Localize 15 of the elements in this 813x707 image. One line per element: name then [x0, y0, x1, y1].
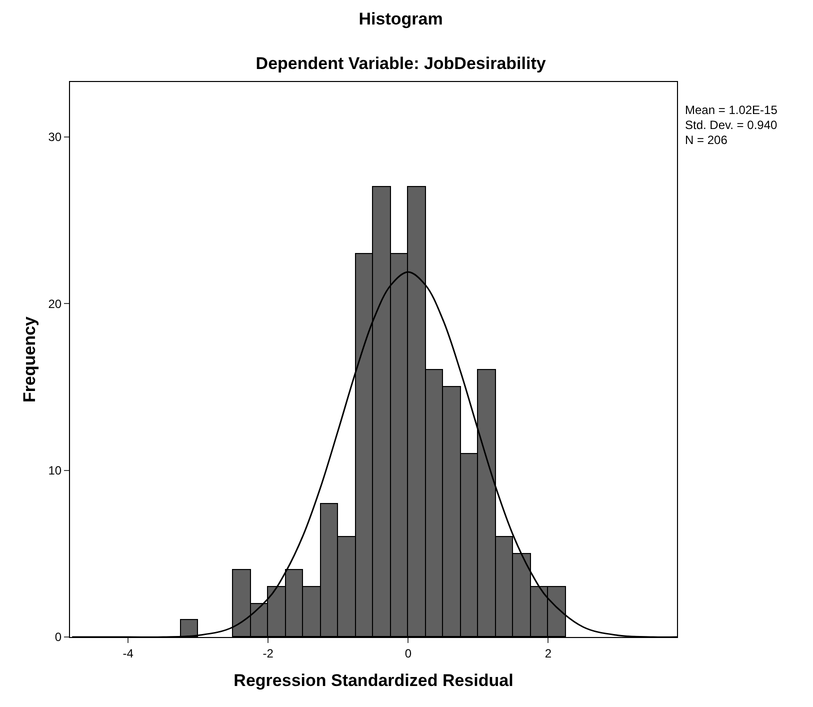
chart-title: Histogram	[358, 10, 443, 29]
y-tick-label: 0	[54, 630, 62, 644]
y-tick-label: 30	[48, 130, 62, 144]
x-tick-label: -2	[262, 646, 274, 660]
text: Mean = 1.02E-15	[685, 103, 778, 117]
x-axis-title: Regression Standardized Residual	[234, 670, 514, 690]
x-tick-label: -4	[122, 646, 134, 660]
text: Std. Dev. = 0.940	[685, 118, 778, 132]
x-tick-label: 0	[404, 646, 412, 660]
y-tick-label: 20	[48, 296, 62, 311]
chart-subtitle: Dependent Variable: JobDesirability	[256, 54, 546, 73]
y-axis-title: Frequency	[20, 316, 39, 402]
x-tick-label: 2	[544, 646, 552, 660]
y-tick-label: 10	[48, 464, 62, 478]
text: N = 206	[685, 133, 728, 147]
